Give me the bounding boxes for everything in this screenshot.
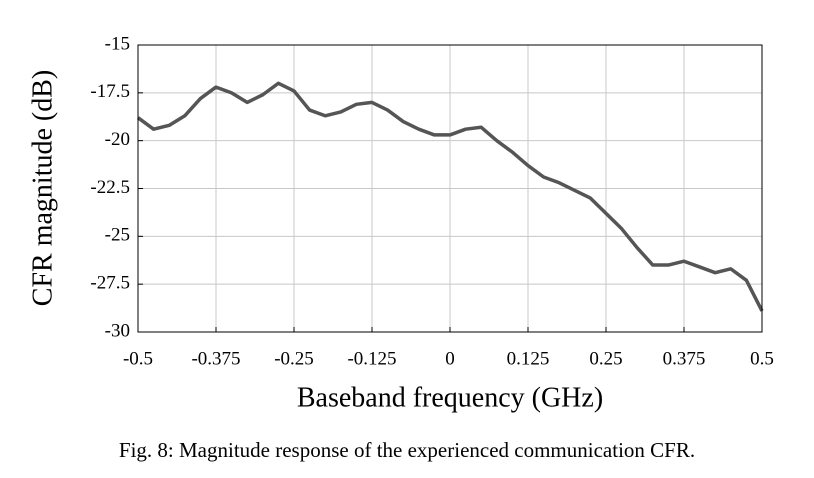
y-tick-label: -15 bbox=[105, 33, 130, 54]
y-tick-label: -30 bbox=[105, 320, 130, 341]
x-tick-label: 0.5 bbox=[750, 348, 774, 369]
x-tick-label: -0.125 bbox=[347, 348, 396, 369]
y-axis-label: CFR magnitude (dB) bbox=[27, 70, 58, 306]
x-tick-label: 0 bbox=[445, 348, 455, 369]
x-tick-label: -0.5 bbox=[123, 348, 153, 369]
x-tick-label: -0.375 bbox=[191, 348, 240, 369]
x-axis-label: Baseband frequency (GHz) bbox=[297, 382, 603, 413]
y-tick-label: -22.5 bbox=[90, 177, 130, 198]
x-tick-label: 0.375 bbox=[663, 348, 706, 369]
caption: Fig. 8: Magnitude response of the experi… bbox=[119, 438, 695, 462]
x-tick-label: -0.25 bbox=[274, 348, 314, 369]
y-tick-label: -25 bbox=[105, 225, 130, 246]
data-line bbox=[136, 81, 764, 312]
y-tick-label: -27.5 bbox=[90, 273, 130, 294]
plot-frame bbox=[137, 44, 763, 333]
x-tick-label: 0.125 bbox=[507, 348, 550, 369]
y-tick-label: -20 bbox=[105, 129, 130, 150]
x-tick-label: 0.25 bbox=[589, 348, 622, 369]
y-tick-label: -17.5 bbox=[90, 81, 130, 102]
